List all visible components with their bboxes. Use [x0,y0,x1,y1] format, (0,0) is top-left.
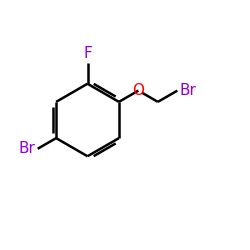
Text: F: F [83,46,92,61]
Text: Br: Br [179,83,196,98]
Text: O: O [132,83,144,98]
Text: Br: Br [19,141,36,156]
